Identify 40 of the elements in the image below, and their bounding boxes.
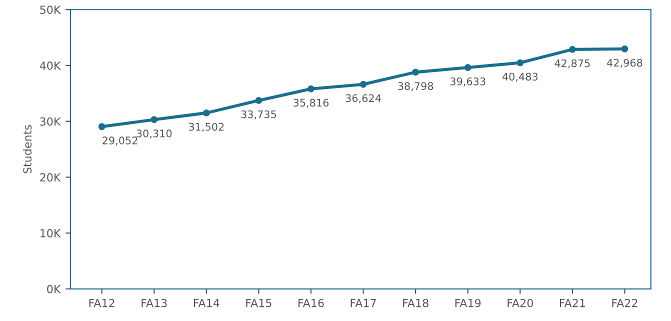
point: [412, 68, 420, 76]
point: [308, 85, 314, 92]
data-label: 39,633: [450, 77, 486, 86]
y-tick-label: 40K: [40, 61, 61, 70]
point: [255, 97, 262, 104]
data-label: 38,798: [398, 82, 434, 92]
x-tick-label: FA15: [246, 298, 272, 308]
data-label: 42,968: [607, 58, 642, 68]
data-label: 33,735: [241, 110, 276, 120]
x-tick-label: FA12: [89, 298, 114, 308]
data-label: 40,483: [502, 72, 538, 82]
data-label: 29,052: [102, 136, 138, 146]
point: [98, 123, 106, 130]
y-tick-label: 50K: [40, 6, 61, 14]
y-tick-label: 0K: [47, 284, 61, 294]
x-tick-label: FA19: [455, 298, 481, 308]
y-tick-label: 10K: [40, 229, 61, 238]
x-tick-label: FA21: [560, 298, 585, 308]
point: [621, 45, 628, 52]
x-tick-label: FA18: [403, 298, 428, 308]
x-tick-label: FA22: [612, 298, 638, 308]
data-label: 42,875: [554, 59, 590, 68]
y-axis-title: Students: [23, 125, 32, 174]
point: [568, 46, 576, 53]
point: [464, 64, 472, 72]
y-tick-label: 20K: [40, 173, 61, 182]
data-label: 30,310: [136, 130, 172, 138]
y-tick-label: 30K: [40, 117, 61, 126]
x-tick-label: FA17: [350, 298, 376, 308]
point: [150, 116, 158, 124]
data-label: 31,502: [188, 122, 224, 132]
x-tick-label: FA16: [298, 298, 324, 308]
x-tick-label: FA20: [508, 298, 533, 308]
x-tick-label: FA14: [194, 298, 220, 308]
point: [360, 80, 367, 88]
point: [202, 109, 210, 116]
x-tick-label: FA13: [142, 298, 167, 308]
data-label: 36,624: [346, 94, 381, 104]
point: [516, 59, 524, 66]
data-label: 35,816: [294, 98, 329, 108]
